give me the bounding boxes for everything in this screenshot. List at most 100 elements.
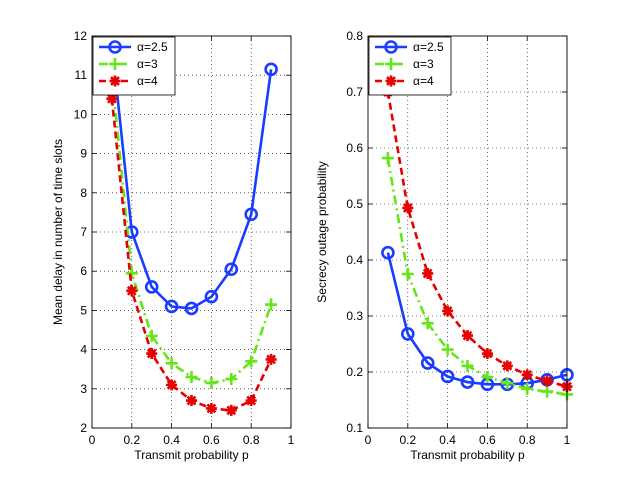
data-point-series-3 [442, 305, 454, 317]
data-point-series-1 [144, 280, 159, 294]
x-tick-label: 0.8 [519, 433, 536, 447]
data-point-series-2 [481, 371, 494, 384]
y-tick-label: 7 [80, 225, 87, 239]
legend-marker-3 [109, 75, 121, 87]
data-point-series-3 [265, 353, 277, 365]
x-tick-label: 0.4 [163, 433, 180, 447]
data-point-series-2 [225, 373, 238, 385]
data-point-series-1 [400, 327, 415, 341]
series-line-3 [386, 91, 568, 388]
data-point-series-2 [541, 385, 554, 398]
data-point-series-2 [521, 382, 534, 395]
x-tick-label: 0.2 [399, 433, 416, 447]
data-point-series-3 [501, 360, 513, 372]
data-point-series-2 [145, 329, 158, 342]
data-point-series-3 [166, 379, 178, 391]
y-tick-label: 0.4 [346, 253, 363, 267]
legend-label-2: α=3 [137, 57, 158, 71]
data-point-series-2 [441, 343, 454, 356]
data-point-series-3 [106, 93, 118, 105]
y-tick-label: 4 [80, 343, 87, 357]
data-point-series-2 [421, 317, 434, 330]
data-point-series-3 [422, 267, 434, 279]
x-tick-label: 0.4 [439, 433, 456, 447]
data-point-series-3 [205, 402, 217, 414]
data-point-series-3 [541, 375, 553, 387]
x-tick-label: 1 [288, 433, 295, 447]
data-point-series-2 [501, 377, 514, 390]
data-point-series-1 [164, 299, 179, 314]
data-point-series-3 [402, 202, 414, 214]
data-point-series-3 [186, 395, 197, 407]
y-tick-label: 0.1 [346, 421, 363, 435]
y-tick-label: 11 [75, 68, 88, 82]
y-tick-label: 9 [80, 147, 87, 161]
data-point-series-3 [462, 330, 473, 342]
y-axis-label: Mean delay in number of time slots [51, 139, 65, 325]
legend: α=2.5 α=3 α=4 [92, 36, 176, 96]
legend-marker-2 [385, 58, 397, 70]
data-point-series-1 [381, 245, 395, 260]
legend-marker-3 [385, 75, 397, 87]
x-tick-label: 0 [365, 433, 372, 447]
data-point-series-2 [185, 371, 198, 384]
y-tick-label: 6 [80, 264, 87, 278]
data-point-series-1 [184, 301, 199, 316]
data-point-series-1 [244, 207, 258, 222]
y-tick-label: 5 [80, 303, 87, 317]
data-point-series-3 [481, 348, 493, 360]
series-line-1 [386, 252, 568, 386]
legend-marker-1 [384, 40, 398, 54]
legend-marker-2 [109, 58, 121, 70]
y-tick-label: 10 [74, 107, 88, 121]
x-tick-label: 0 [89, 433, 96, 447]
x-tick-label: 0.6 [479, 433, 496, 447]
data-point-series-1 [460, 375, 475, 389]
x-tick-label: 0.2 [123, 433, 140, 447]
y-tick-label: 0.8 [346, 29, 363, 43]
y-tick-label: 2 [80, 421, 87, 435]
data-point-series-1 [264, 62, 278, 77]
chart-panel-2: 0 0.2 0.4 0.6 0.8 10.10.20.30.40.50.60.70.8Tr… [315, 29, 574, 462]
data-point-series-2 [245, 355, 258, 368]
y-tick-label: 8 [80, 186, 87, 200]
axes-frame [91, 35, 292, 429]
y-tick-label: 3 [80, 382, 87, 396]
legend-label-1: α=2.5 [137, 40, 168, 54]
legend-label-3: α=4 [137, 74, 158, 88]
legend-label-3: α=4 [413, 74, 434, 88]
x-tick-label: 0.8 [243, 433, 260, 447]
legend: α=2.5 α=3 α=4 [368, 36, 452, 96]
y-tick-label: 12 [74, 29, 88, 43]
legend-marker-1 [108, 40, 122, 54]
axes-frame [367, 35, 568, 429]
data-point-series-3 [146, 348, 158, 360]
data-point-series-2 [165, 357, 178, 370]
y-tick-label: 0.3 [346, 309, 363, 323]
data-point-series-2 [381, 152, 394, 165]
series-line-2 [110, 75, 273, 385]
data-point-series-3 [225, 404, 237, 416]
data-point-series-2 [265, 298, 278, 311]
series-line-1 [110, 43, 273, 310]
data-point-series-1 [440, 369, 455, 384]
y-tick-label: 0.2 [346, 365, 363, 379]
data-point-series-3 [521, 369, 533, 381]
data-point-series-2 [125, 267, 138, 280]
data-point-series-2 [401, 268, 414, 280]
legend-label-1: α=2.5 [413, 40, 444, 54]
y-tick-label: 0.7 [346, 85, 363, 99]
data-point-series-1 [204, 289, 219, 304]
legend-label-2: α=3 [413, 57, 434, 71]
y-axis-label: Secrecy outage probability [315, 161, 329, 302]
x-axis-label: Transmit probability p [410, 448, 525, 462]
data-point-series-2 [205, 376, 218, 389]
x-tick-label: 0.6 [203, 433, 220, 447]
data-point-series-1 [224, 262, 239, 277]
y-tick-label: 0.5 [346, 197, 363, 211]
y-tick-label: 0.6 [346, 141, 363, 155]
x-axis-label: Transmit probability p [134, 448, 249, 462]
data-point-series-3 [126, 285, 138, 297]
